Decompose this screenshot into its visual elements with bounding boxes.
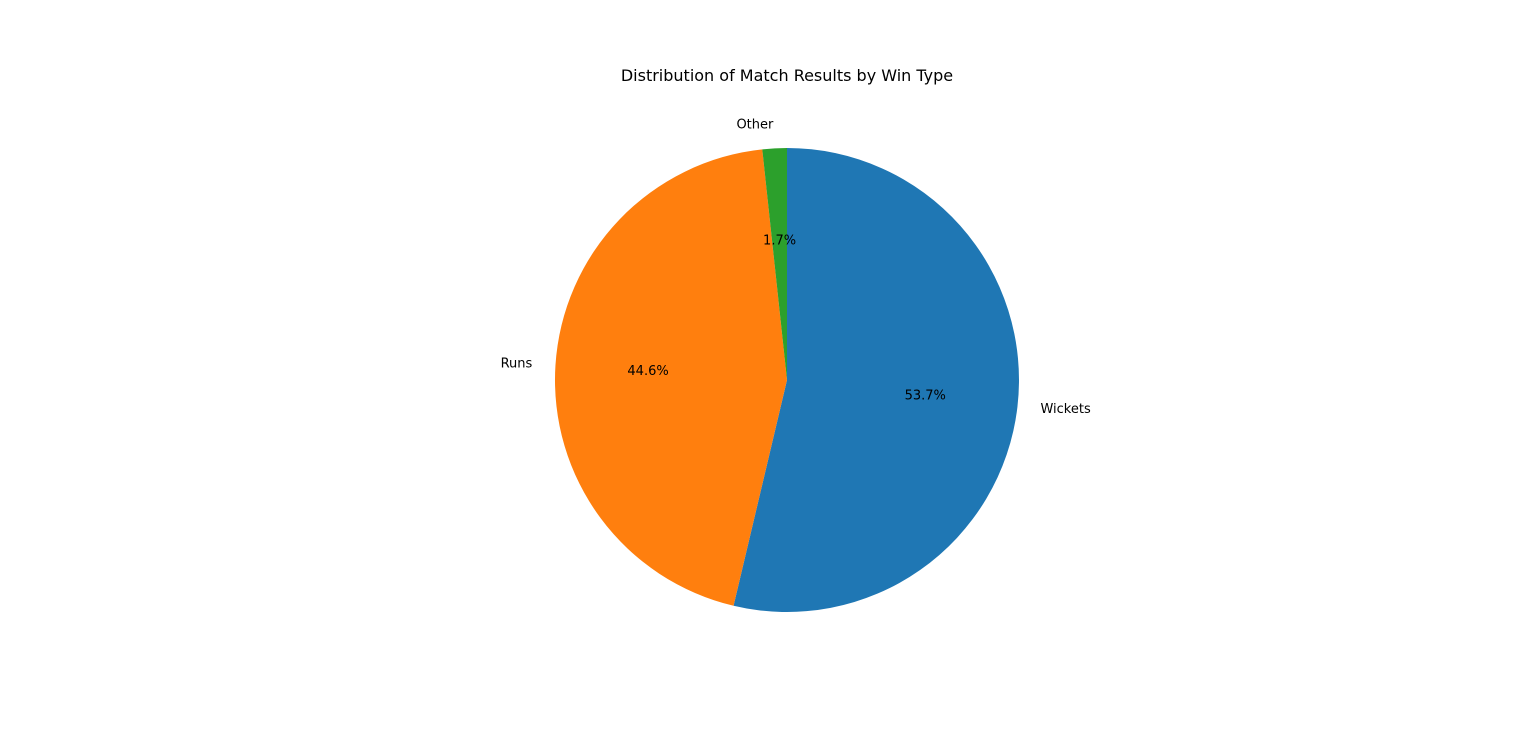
pie-labels: Wickets 53.7% Runs 44.6% Other 1.7%	[501, 118, 1091, 417]
slice-percent-wickets: 53.7%	[905, 389, 946, 404]
slice-label-wickets: Wickets	[1040, 402, 1090, 417]
pie-slice-wickets	[733, 148, 1019, 612]
chart-title: Distribution of Match Results by Win Typ…	[621, 66, 953, 85]
slice-percent-other: 1.7%	[763, 234, 796, 249]
pie-slice-other	[762, 147, 787, 380]
slice-percent-runs: 44.6%	[627, 364, 668, 379]
pie-slices	[554, 147, 1019, 612]
slice-label-other: Other	[736, 118, 774, 133]
slice-label-runs: Runs	[501, 356, 533, 371]
pie-slice-runs	[554, 149, 787, 606]
